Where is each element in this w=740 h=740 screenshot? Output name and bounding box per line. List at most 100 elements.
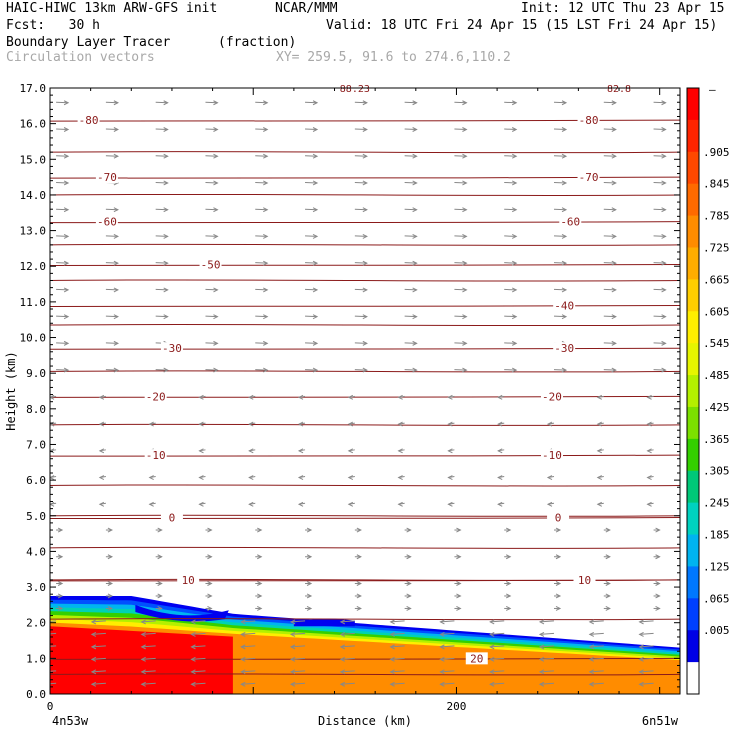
y-tick-label: 10.0 [20, 332, 47, 345]
vector-head [412, 260, 418, 266]
vector-head [447, 394, 453, 400]
level-line [50, 673, 680, 676]
circulation-vector [490, 632, 505, 635]
vector-head [312, 153, 319, 159]
vector-head [611, 340, 617, 346]
vector-head [588, 619, 595, 625]
vector-head [605, 605, 611, 611]
vector-head [439, 644, 445, 650]
vector-head [497, 475, 503, 481]
circulation-vector [589, 632, 604, 635]
vector-head [412, 287, 418, 293]
level-line [50, 546, 680, 549]
contour-label: -30 [162, 342, 182, 355]
circulation-vector [155, 288, 168, 291]
circulation-vector [56, 369, 69, 371]
vector-head [107, 581, 114, 586]
colorbar-segment [687, 534, 699, 567]
vector-head [57, 554, 64, 560]
vector-head [148, 421, 154, 427]
circulation-vector [191, 632, 206, 635]
vector-head [447, 501, 453, 507]
vector-head [596, 448, 603, 454]
circulation-vector [205, 369, 218, 371]
circulation-vector [454, 128, 467, 130]
circulation-vector [340, 620, 355, 623]
vector-head [447, 448, 453, 454]
vector-head [297, 501, 304, 507]
circulation-vector [241, 657, 256, 660]
vector-head [190, 644, 196, 650]
circulation-vector [191, 670, 206, 673]
vector-head [412, 367, 418, 373]
valid-time: Valid: 18 UTC Fri 24 Apr 15 (15 LST Fri … [326, 18, 718, 33]
vector-head [140, 619, 146, 625]
vector-head [561, 127, 568, 132]
colorbar-label: .665 [703, 273, 730, 286]
level-line [50, 514, 680, 517]
vector-head [412, 207, 418, 213]
vector-head [406, 554, 412, 560]
vector-head [163, 127, 169, 132]
vector-head [661, 314, 667, 320]
vector-head [412, 340, 418, 346]
vector-head [505, 554, 512, 560]
vector-head [646, 475, 652, 481]
vector-head [389, 669, 395, 675]
vector-head [462, 153, 468, 159]
vector-head [588, 644, 595, 650]
vector-head [561, 233, 568, 239]
vector-head [306, 554, 313, 560]
circulation-vector [105, 101, 118, 104]
y-tick-label: 4.0 [26, 545, 46, 558]
circulation-vector [440, 670, 455, 673]
contour-label-bg [199, 258, 222, 271]
circulation-vector [291, 645, 306, 648]
circulation-vector [390, 620, 405, 623]
circulation-vector [553, 235, 567, 237]
vector-head [263, 287, 269, 293]
vector-head [113, 153, 120, 159]
vector-head [456, 527, 462, 533]
circulation-vector [504, 155, 517, 157]
vector-head [538, 656, 545, 662]
right-endpoint: 6n51w [642, 714, 679, 728]
circulation-vector [354, 128, 367, 130]
temperature-contour [50, 454, 680, 457]
contour-label: -80 [579, 114, 599, 127]
circulation-vector [354, 262, 367, 264]
vector-head [98, 394, 105, 400]
vector-head [489, 681, 495, 687]
vector-head [489, 656, 495, 662]
vector-head [511, 127, 518, 132]
vector-head [511, 340, 518, 346]
circulation-vector [141, 670, 156, 673]
circulation-vector [354, 288, 367, 291]
circulation-vector [404, 181, 417, 184]
vector-head [163, 367, 169, 373]
contour-label: 10 [578, 574, 591, 587]
vector-head [198, 394, 204, 400]
x-axis: 0 200 [47, 88, 661, 713]
vector-head [312, 180, 319, 186]
circulation-vector [639, 670, 654, 673]
vector-head [406, 527, 412, 533]
circulation-vector [440, 620, 455, 623]
vector-head [240, 656, 246, 662]
contour-label-bg [577, 114, 600, 127]
vector-head [511, 207, 518, 213]
vector-head [312, 207, 319, 213]
vector-head [157, 593, 163, 599]
circulation-vector [105, 315, 118, 318]
circulation-vector [553, 101, 567, 104]
vector-head [611, 314, 617, 320]
circulation-vector [354, 342, 367, 344]
contour-label: -70 [97, 171, 117, 184]
vector-head [312, 314, 319, 320]
circulation-vector [603, 128, 616, 130]
temperature-contour [50, 517, 680, 520]
vector-head [263, 207, 269, 213]
circulation-vector [404, 128, 417, 130]
vector-head [489, 631, 495, 637]
vector-head [497, 501, 503, 507]
